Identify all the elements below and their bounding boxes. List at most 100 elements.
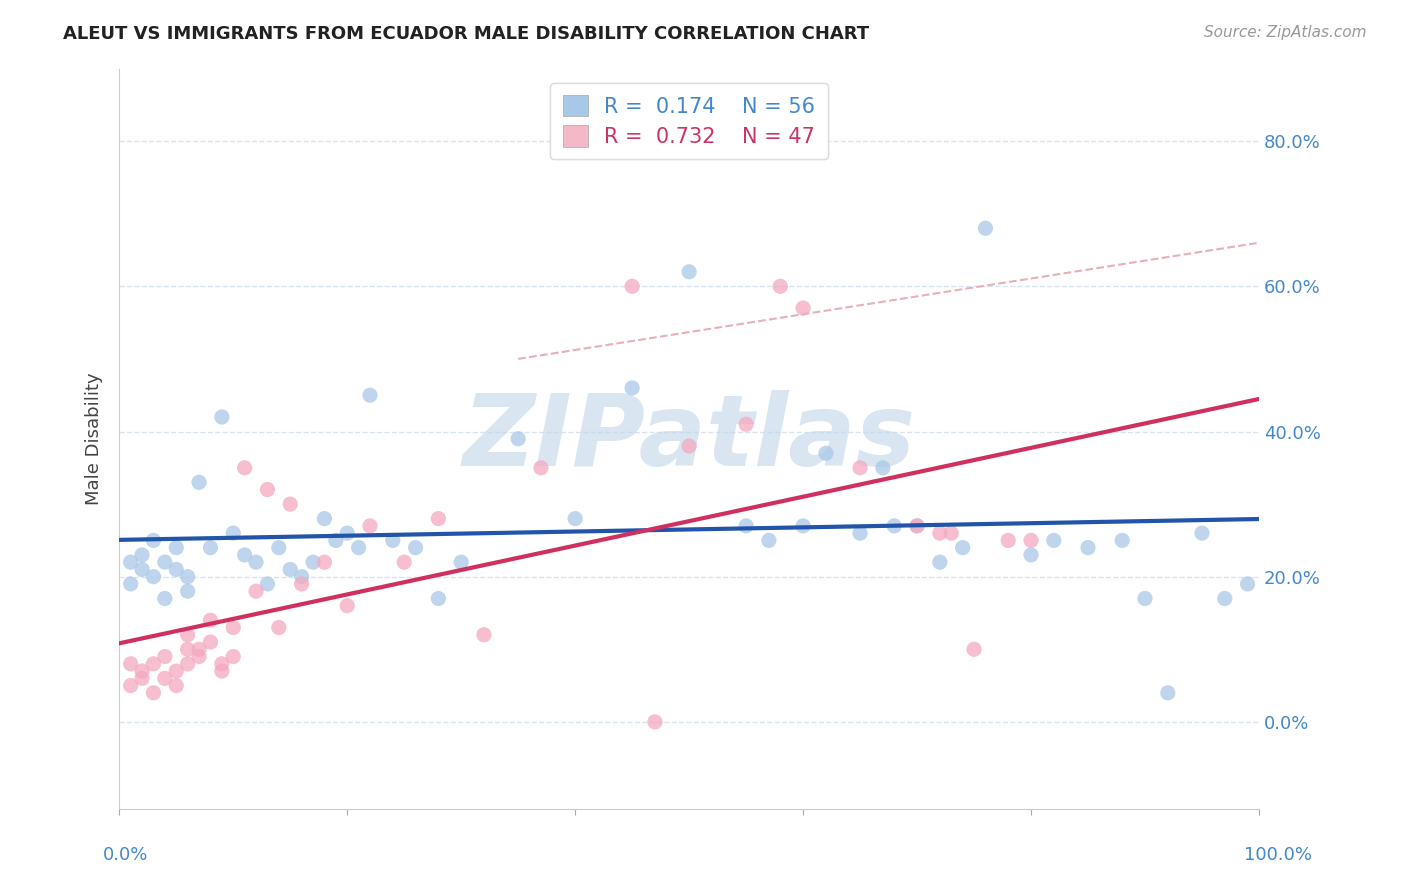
- Point: [176, 584, 198, 599]
- Point: [165, 541, 187, 555]
- Point: [153, 649, 176, 664]
- Point: [120, 555, 142, 569]
- Point: [302, 555, 325, 569]
- Point: [131, 562, 153, 576]
- Point: [1111, 533, 1133, 548]
- Point: [176, 657, 198, 671]
- Point: [188, 475, 211, 490]
- Point: [735, 519, 758, 533]
- Point: [952, 541, 974, 555]
- Point: [267, 620, 290, 634]
- Text: 0.0%: 0.0%: [103, 846, 148, 863]
- Point: [359, 519, 381, 533]
- Point: [200, 635, 222, 649]
- Point: [792, 301, 814, 315]
- Text: Source: ZipAtlas.com: Source: ZipAtlas.com: [1204, 25, 1367, 40]
- Point: [256, 577, 278, 591]
- Point: [1157, 686, 1180, 700]
- Point: [381, 533, 404, 548]
- Point: [1191, 526, 1213, 541]
- Point: [256, 483, 278, 497]
- Point: [176, 628, 198, 642]
- Point: [849, 526, 872, 541]
- Point: [211, 664, 233, 678]
- Point: [769, 279, 792, 293]
- Point: [472, 628, 495, 642]
- Point: [621, 279, 644, 293]
- Point: [905, 519, 928, 533]
- Point: [176, 570, 198, 584]
- Point: [176, 642, 198, 657]
- Point: [849, 460, 872, 475]
- Point: [131, 671, 153, 685]
- Point: [165, 562, 187, 576]
- Text: 100.0%: 100.0%: [1244, 846, 1312, 863]
- Point: [530, 460, 553, 475]
- Point: [245, 555, 267, 569]
- Point: [347, 541, 370, 555]
- Point: [267, 541, 290, 555]
- Point: [1019, 533, 1042, 548]
- Point: [883, 519, 905, 533]
- Point: [621, 381, 644, 395]
- Point: [153, 591, 176, 606]
- Point: [758, 533, 780, 548]
- Point: [314, 511, 336, 525]
- Point: [678, 439, 700, 453]
- Point: [245, 584, 267, 599]
- Point: [997, 533, 1019, 548]
- Point: [974, 221, 997, 235]
- Point: [359, 388, 381, 402]
- Point: [211, 657, 233, 671]
- Point: [188, 649, 211, 664]
- Point: [336, 599, 359, 613]
- Point: [928, 555, 950, 569]
- Text: ALEUT VS IMMIGRANTS FROM ECUADOR MALE DISABILITY CORRELATION CHART: ALEUT VS IMMIGRANTS FROM ECUADOR MALE DI…: [63, 25, 869, 43]
- Point: [153, 555, 176, 569]
- Point: [644, 714, 666, 729]
- Text: ZIPatlas: ZIPatlas: [463, 391, 915, 487]
- Point: [165, 664, 187, 678]
- Point: [222, 649, 245, 664]
- Point: [1043, 533, 1066, 548]
- Point: [427, 591, 450, 606]
- Point: [336, 526, 359, 541]
- Point: [1019, 548, 1042, 562]
- Point: [392, 555, 415, 569]
- Point: [564, 511, 586, 525]
- Point: [131, 664, 153, 678]
- Point: [291, 570, 314, 584]
- Point: [941, 526, 963, 541]
- Point: [142, 533, 165, 548]
- Point: [405, 541, 427, 555]
- Point: [211, 409, 233, 424]
- Point: [120, 679, 142, 693]
- Point: [872, 460, 894, 475]
- Point: [427, 511, 450, 525]
- Y-axis label: Male Disability: Male Disability: [86, 373, 103, 505]
- Point: [792, 519, 814, 533]
- Point: [314, 555, 336, 569]
- Point: [508, 432, 530, 446]
- Point: [963, 642, 986, 657]
- Point: [120, 657, 142, 671]
- Point: [200, 613, 222, 627]
- Point: [142, 570, 165, 584]
- Point: [928, 526, 950, 541]
- Point: [1236, 577, 1258, 591]
- Point: [1077, 541, 1099, 555]
- Point: [678, 265, 700, 279]
- Point: [222, 620, 245, 634]
- Point: [233, 460, 256, 475]
- Point: [450, 555, 472, 569]
- Point: [735, 417, 758, 432]
- Point: [222, 526, 245, 541]
- Point: [120, 577, 142, 591]
- Point: [325, 533, 347, 548]
- Point: [905, 519, 928, 533]
- Point: [165, 679, 187, 693]
- Legend: R =  0.174    N = 56, R =  0.732    N = 47: R = 0.174 N = 56, R = 0.732 N = 47: [550, 83, 828, 160]
- Point: [188, 642, 211, 657]
- Point: [291, 577, 314, 591]
- Point: [814, 446, 837, 460]
